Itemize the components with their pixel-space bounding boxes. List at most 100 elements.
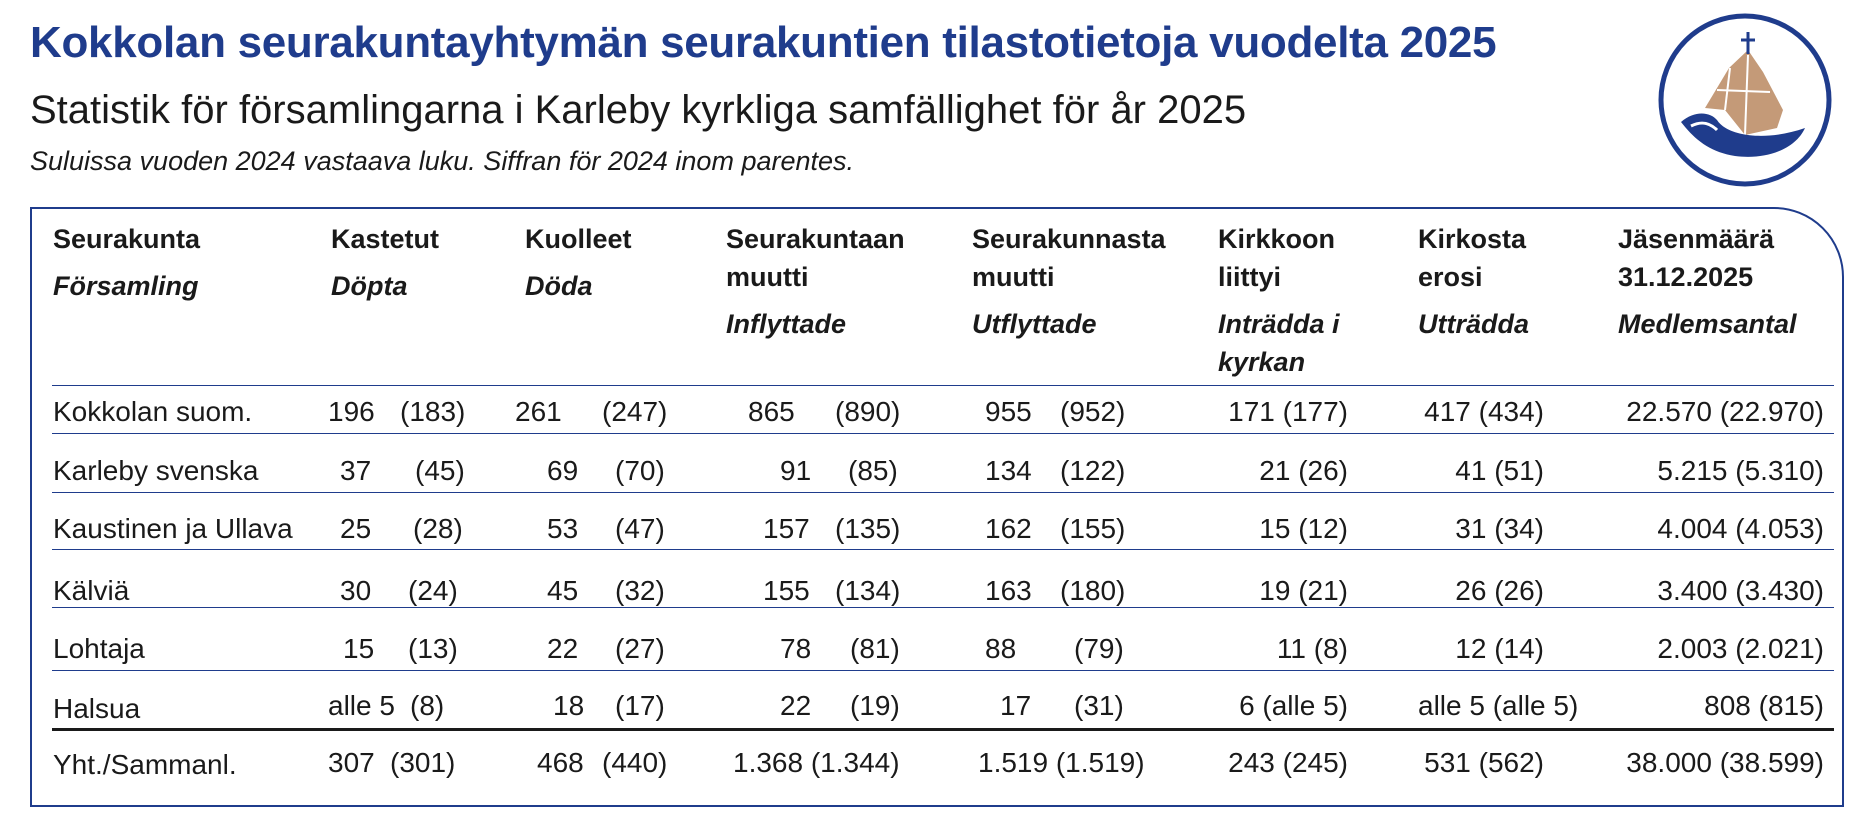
left-value: 31 (34) bbox=[1455, 513, 1544, 544]
moved-in-value: 865 bbox=[748, 396, 795, 427]
total-divider bbox=[52, 728, 1834, 731]
row-divider bbox=[52, 670, 1834, 671]
row-name: Lohtaja bbox=[53, 633, 145, 664]
total-joined: 243 (245) bbox=[1228, 747, 1348, 778]
header-moved-in: Seurakuntaan muutti Inflyttade bbox=[726, 224, 905, 339]
baptised-value: 196 bbox=[328, 396, 375, 427]
moved-out-prev: (180) bbox=[1060, 575, 1126, 606]
baptised-value: alle 5 bbox=[328, 690, 395, 721]
deceased-prev: (17) bbox=[615, 690, 665, 721]
baptised-value: 15 bbox=[343, 633, 375, 664]
row-name: Kälviä bbox=[53, 575, 130, 606]
header-moved-out: Seurakunnasta muutti Utflyttade bbox=[972, 224, 1166, 339]
header-deceased: Kuolleet Döda bbox=[525, 224, 632, 301]
moved-in-prev: (81) bbox=[850, 633, 900, 664]
left-value: 417 (434) bbox=[1424, 396, 1544, 427]
total-baptised-value: 307 bbox=[328, 747, 375, 778]
baptised-prev: (24) bbox=[408, 575, 458, 606]
header-left-church: Kirkosta erosi Utträdda bbox=[1418, 224, 1530, 339]
left-value: 41 (51) bbox=[1455, 455, 1544, 486]
moved-out-prev: (952) bbox=[1060, 396, 1126, 427]
baptised-prev: (183) bbox=[400, 396, 466, 427]
deceased-value: 69 bbox=[547, 455, 579, 486]
total-moved-in: 1.368 (1.344) bbox=[733, 747, 900, 778]
moved-in-prev: (890) bbox=[835, 396, 901, 427]
members-value: 22.570 (22.970) bbox=[1626, 396, 1824, 427]
moved-out-value: 163 bbox=[985, 575, 1032, 606]
deceased-prev: (32) bbox=[615, 575, 665, 606]
total-row-name: Yht./Sammanl. bbox=[53, 749, 237, 780]
moved-in-value: 78 bbox=[780, 633, 812, 664]
baptised-value: 30 bbox=[340, 575, 372, 606]
church-ship-logo-icon bbox=[1658, 13, 1832, 187]
baptised-prev: (45) bbox=[415, 455, 465, 486]
deceased-prev: (247) bbox=[602, 396, 668, 427]
members-value: 5.215 (5.310) bbox=[1657, 455, 1824, 486]
moved-in-prev: (19) bbox=[850, 690, 900, 721]
left-value: 12 (14) bbox=[1455, 633, 1544, 664]
baptised-value: 25 bbox=[340, 513, 372, 544]
deceased-prev: (70) bbox=[615, 455, 665, 486]
moved-in-value: 157 bbox=[763, 513, 810, 544]
table-frame bbox=[30, 207, 1844, 807]
members-value: 3.400 (3.430) bbox=[1657, 575, 1824, 606]
header-joined-church: Kirkkoon liittyi Inträdda i kyrkan bbox=[1218, 224, 1340, 377]
moved-out-prev: (79) bbox=[1074, 633, 1124, 664]
joined-value: 171 (177) bbox=[1228, 396, 1348, 427]
moved-in-value: 91 bbox=[780, 455, 812, 486]
total-baptised-prev: (301) bbox=[390, 747, 456, 778]
row-divider bbox=[52, 607, 1834, 608]
moved-out-value: 17 bbox=[1000, 690, 1032, 721]
row-divider bbox=[52, 492, 1834, 493]
moved-out-prev: (31) bbox=[1074, 690, 1124, 721]
moved-out-prev: (155) bbox=[1060, 513, 1126, 544]
total-left: 531 (562) bbox=[1424, 747, 1544, 778]
header-parish: Seurakunta Församling bbox=[53, 224, 201, 301]
baptised-prev: (13) bbox=[408, 633, 458, 664]
row-name: Karleby svenska bbox=[53, 455, 259, 486]
joined-value: 19 (21) bbox=[1259, 575, 1348, 606]
title-swedish: Statistik för församlingarna i Karleby k… bbox=[30, 88, 1247, 132]
deceased-value: 18 bbox=[553, 690, 585, 721]
moved-out-value: 162 bbox=[985, 513, 1032, 544]
moved-out-value: 134 bbox=[985, 455, 1032, 486]
row-divider bbox=[52, 433, 1834, 434]
header-members: Jäsenmäärä 31.12.2025 Medlemsantal bbox=[1618, 224, 1797, 339]
moved-in-value: 155 bbox=[763, 575, 810, 606]
joined-value: 11 (8) bbox=[1276, 633, 1348, 664]
left-value: alle 5 (alle 5) bbox=[1418, 690, 1579, 721]
baptised-prev: (8) bbox=[410, 690, 445, 721]
header-divider bbox=[52, 385, 1834, 386]
deceased-value: 22 bbox=[547, 633, 579, 664]
moved-out-value: 955 bbox=[985, 396, 1032, 427]
deceased-prev: (27) bbox=[615, 633, 665, 664]
moved-in-value: 22 bbox=[780, 690, 812, 721]
row-name: Kaustinen ja Ullava bbox=[53, 513, 293, 544]
moved-out-value: 88 bbox=[985, 633, 1017, 664]
left-value: 26 (26) bbox=[1455, 575, 1544, 606]
row-name: Kokkolan suom. bbox=[53, 396, 253, 427]
deceased-value: 261 bbox=[515, 396, 562, 427]
total-members: 38.000 (38.599) bbox=[1626, 747, 1824, 778]
members-value: 2.003 (2.021) bbox=[1657, 633, 1824, 664]
baptised-prev: (28) bbox=[413, 513, 463, 544]
moved-in-prev: (135) bbox=[835, 513, 901, 544]
moved-out-prev: (122) bbox=[1060, 455, 1126, 486]
total-deceased-value: 468 bbox=[537, 747, 584, 778]
moved-in-prev: (134) bbox=[835, 575, 901, 606]
row-divider bbox=[52, 549, 1834, 550]
total-moved-out: 1.519 (1.519) bbox=[978, 747, 1145, 778]
deceased-value: 53 bbox=[547, 513, 579, 544]
row-name: Halsua bbox=[53, 693, 141, 724]
parentheses-note: Suluissa vuoden 2024 vastaava luku. Siff… bbox=[30, 146, 855, 176]
total-deceased-prev: (440) bbox=[602, 747, 668, 778]
members-value: 808 (815) bbox=[1704, 690, 1824, 721]
joined-value: 15 (12) bbox=[1259, 513, 1348, 544]
deceased-value: 45 bbox=[547, 575, 579, 606]
joined-value: 6 (alle 5) bbox=[1239, 690, 1348, 721]
baptised-value: 37 bbox=[340, 455, 372, 486]
joined-value: 21 (26) bbox=[1259, 455, 1348, 486]
deceased-prev: (47) bbox=[615, 513, 665, 544]
title-finnish: Kokkolan seurakuntayhtymän seurakuntien … bbox=[30, 18, 1497, 67]
members-value: 4.004 (4.053) bbox=[1657, 513, 1824, 544]
